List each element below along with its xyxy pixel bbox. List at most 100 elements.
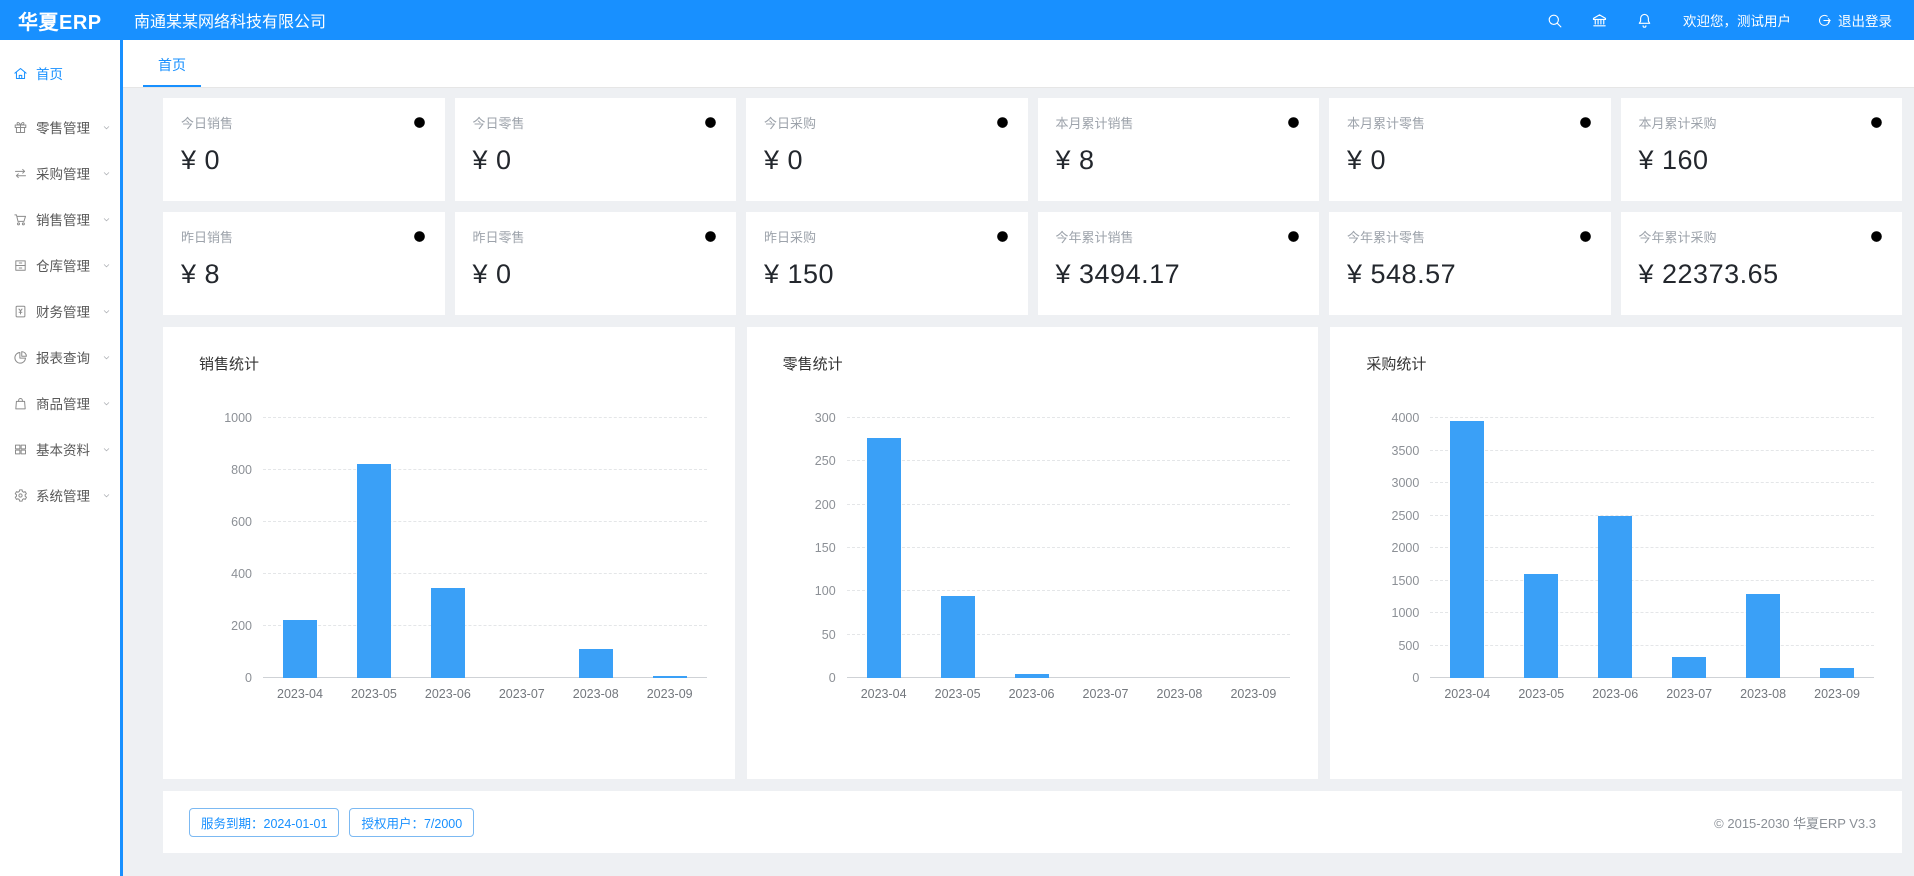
chart-card-retail: 零售统计 0 50 100 150 200 250 300 2023-04 2023-05 2023… (746, 327, 1319, 779)
bar-slot (1652, 418, 1726, 678)
info-icon[interactable] (995, 229, 1010, 244)
sidebar-item-label: 零售管理 (36, 121, 90, 136)
search-icon[interactable] (1546, 12, 1563, 29)
gridline (846, 633, 1291, 635)
bar (866, 437, 901, 678)
chart-plot: 0 500 1000 1500 2000 2500 3000 3500 4000 (1392, 411, 1874, 685)
info-icon[interactable] (1578, 229, 1593, 244)
x-axis-labels: 2023-04 2023-05 2023-06 2023-07 2023-08 2023-… (1430, 687, 1874, 701)
y-axis-tick: 1000 (224, 411, 252, 425)
app-logo: 华夏ERP (18, 11, 102, 34)
bar-slot (337, 418, 411, 678)
footer-badge: 授权用户：7/2000 (349, 807, 475, 837)
stat-card-label: 本月累计采购 (1638, 116, 1717, 131)
stat-card-header: 昨日零售 (473, 227, 719, 246)
pie-chart-icon (13, 350, 28, 365)
sidebar-item-warehouse[interactable]: 仓库管理 (0, 242, 120, 288)
x-axis-tick: 2023-09 (1230, 687, 1277, 701)
sidebar-item-system[interactable]: 系统管理 (0, 472, 120, 518)
y-axis-tick: 400 (231, 567, 252, 581)
stat-card: 今日零售 ¥ 0 (454, 98, 736, 201)
y-axis-tick: 1000 (1391, 606, 1420, 620)
header-icons (1546, 12, 1653, 29)
sidebar-item-label: 仓库管理 (36, 259, 90, 274)
chevron-icon (101, 168, 112, 179)
x-axis-tick: 2023-04 (1444, 687, 1491, 701)
sidebar-item-retail[interactable]: 零售管理 (0, 104, 120, 150)
tab-home[interactable]: 首页 (143, 43, 201, 87)
x-axis-tick: 2023-04 (277, 687, 323, 701)
sidebar-item-label: 系统管理 (36, 489, 90, 504)
logout-icon (1817, 13, 1832, 28)
bar-slot (263, 418, 337, 678)
bar (430, 588, 465, 678)
info-icon[interactable] (703, 115, 718, 130)
info-icon[interactable] (1869, 115, 1884, 130)
bell-icon[interactable] (1636, 12, 1653, 29)
x-axis-tick: 2023-04 (860, 687, 907, 701)
stat-card-value: ¥ 22373.65 (1638, 259, 1779, 289)
info-icon[interactable] (1578, 115, 1593, 130)
info-icon[interactable] (1286, 115, 1301, 130)
bag-icon (13, 396, 28, 411)
gridline (846, 590, 1291, 592)
finance-icon (13, 304, 28, 319)
gridline (846, 547, 1291, 548)
chevron-icon (101, 214, 112, 225)
sidebar-item-purchase[interactable]: 采购管理 (0, 150, 120, 196)
bar (356, 463, 391, 678)
bar-slot (1504, 418, 1578, 678)
stat-card-label: 今日零售 (472, 116, 525, 131)
grid-icon (13, 442, 28, 457)
gridline (846, 503, 1291, 505)
stat-card-header: 今年累计销售 (1056, 227, 1302, 246)
y-axis-tick: 0 (245, 671, 252, 685)
stat-card-value: ¥ 160 (1638, 145, 1709, 175)
info-icon[interactable] (412, 229, 427, 244)
stat-card-value: ¥ 548.57 (1347, 259, 1457, 289)
gridline (1430, 514, 1874, 516)
info-icon[interactable] (703, 229, 718, 244)
logout-label: 退出登录 (1838, 14, 1892, 29)
y-axis-tick: 1500 (1391, 573, 1420, 588)
x-axis-tick: 2023-06 (424, 687, 471, 701)
sidebar-item-home[interactable]: 首页 (0, 50, 120, 96)
stat-card-label: 今日采购 (764, 116, 817, 131)
chart-title: 零售统计 (782, 356, 843, 373)
sidebar-item-basic-data[interactable]: 基本资料 (0, 426, 120, 472)
info-icon[interactable] (1869, 229, 1884, 244)
stat-card-header: 今年累计采购 (1639, 227, 1885, 246)
stat-card: 今日销售 ¥ 0 (163, 98, 445, 201)
sidebar-item-sales[interactable]: 销售管理 (0, 196, 120, 242)
sidebar-item-goods[interactable]: 商品管理 (0, 380, 120, 426)
sidebar-item-reports[interactable]: 报表查询 (0, 334, 120, 380)
stat-card-label: 本月累计零售 (1347, 116, 1426, 131)
chevron-icon (101, 352, 112, 363)
stat-card-value: ¥ 0 (764, 145, 804, 175)
info-icon[interactable] (1286, 229, 1301, 244)
x-axis-tick: 2023-06 (1592, 687, 1639, 701)
footer-bar: 服务到期：2024-01-01 授权用户：7/2000 © 2015-2030 华夏… (163, 791, 1902, 853)
sidebar-item-finance[interactable]: 财务管理 (0, 288, 120, 334)
stat-card: 今日采购 ¥ 0 (746, 98, 1028, 201)
info-icon[interactable] (412, 115, 427, 130)
bar-slot (485, 418, 559, 678)
copyright-text: © 2015-2030 华夏ERP V3.3 (1714, 815, 1876, 831)
gridline (263, 625, 707, 626)
stat-card-value: ¥ 8 (1055, 145, 1095, 175)
stat-card: 昨日采购 ¥ 150 (746, 212, 1028, 315)
bar (652, 675, 687, 678)
info-icon[interactable] (995, 115, 1010, 130)
bank-icon[interactable] (1591, 12, 1608, 29)
bar (1598, 515, 1633, 678)
y-axis-tick: 2000 (1391, 541, 1420, 555)
chevron-icon (101, 306, 112, 317)
stat-card: 今年累计零售 ¥ 548.57 (1329, 212, 1611, 315)
footer-badge: 服务到期：2024-01-01 (189, 807, 340, 837)
y-axis-tick: 100 (814, 584, 836, 599)
bar-slot (1800, 418, 1874, 678)
logout-button[interactable]: 退出登录 (1817, 10, 1892, 30)
bar (1524, 574, 1559, 678)
sidebar-item-label: 首页 (36, 67, 63, 82)
